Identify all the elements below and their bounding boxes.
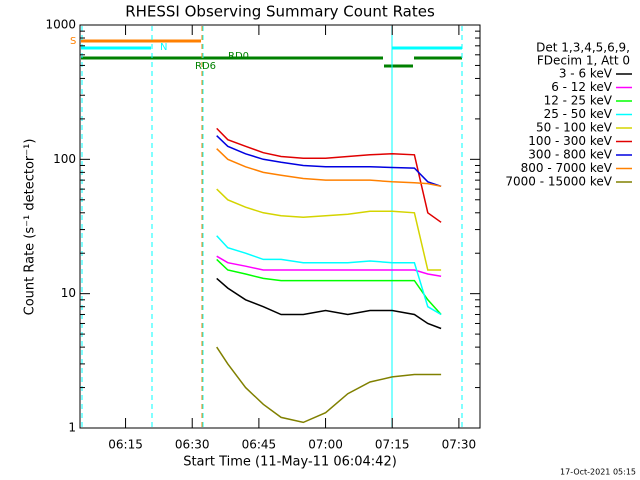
series-line [216,346,442,424]
annotation: N [160,42,167,53]
legend-label: 3 - 6 keV [559,67,613,81]
legend-label: 100 - 300 keV [528,134,612,148]
state-bars [81,26,463,427]
legend-label: 300 - 800 keV [528,148,612,162]
series-line [216,255,442,277]
series-line [216,258,442,316]
x-tick-label: 06:45 [242,438,277,452]
series-line [216,235,442,316]
series-line [216,148,442,188]
y-tick-label: 100 [53,152,76,166]
legend-title: Det 1,3,4,5,6,9, [536,41,630,55]
legend-label: 7000 - 15000 keV [505,175,612,189]
annotation: RD0 [228,51,249,62]
legend-label: 6 - 12 keV [551,80,613,94]
series-line [216,277,442,330]
legend-label: 50 - 100 keV [536,121,613,135]
x-tick-label: 06:15 [108,438,143,452]
legend-label: 25 - 50 keV [544,107,613,121]
y-tick-label: 10 [61,286,76,300]
x-tick-label: 07:15 [375,438,410,452]
series-line [216,135,442,188]
chart-title: RHESSI Observing Summary Count Rates [125,3,435,21]
plot-frame [79,24,481,429]
x-tick-label: 06:30 [175,438,210,452]
x-tick-label: 07:00 [308,438,343,452]
y-tick-label: 1000 [45,18,76,32]
series-line [216,127,442,223]
annotation: RD6 [195,61,216,72]
x-tick-label: 07:30 [442,438,477,452]
annotation: S [70,36,76,47]
legend-title: FDecim 1, Att 0 [537,54,630,68]
series-line [216,188,442,271]
y-tick-label: 1 [68,421,76,435]
x-axis-label: Start Time (11-May-11 06:04:42) [183,455,397,470]
footer: 17-Oct-2021 05:15 [560,468,636,477]
y-axis-label: Count Rate (s⁻¹ detector⁻¹) [23,139,38,316]
legend-label: 800 - 7000 keV [521,161,613,175]
legend-label: 12 - 25 keV [544,94,613,108]
